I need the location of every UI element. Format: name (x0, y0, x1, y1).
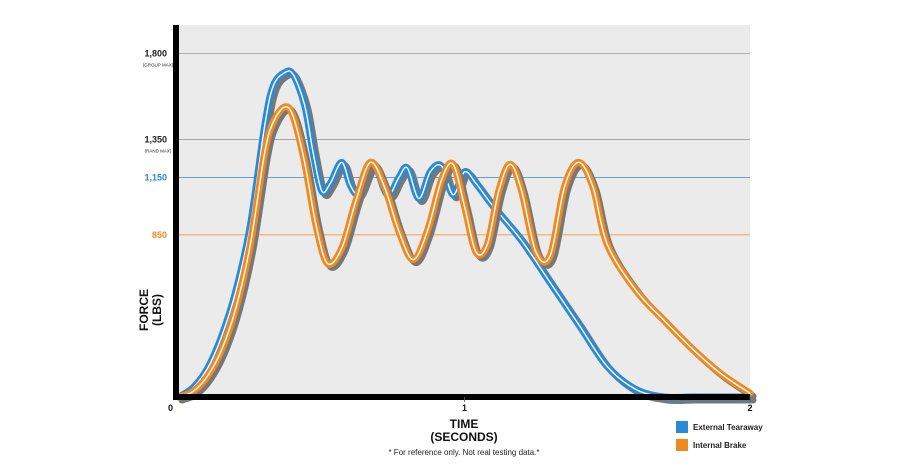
y-tick-label-1: 1,350 (144, 134, 167, 144)
y-tick-sublabel-0: (GROUP MAX) (143, 63, 174, 68)
legend-item-internal-brake: Internal Brake (676, 436, 763, 454)
x-tick-label-2: 2 (747, 403, 752, 413)
x-axis-label: TIME (SECONDS) (430, 417, 497, 444)
x-tick-label-0: 0 (168, 403, 173, 413)
x-tick-label-1: 1 (462, 403, 467, 413)
legend-swatch-external-tearaway (676, 421, 688, 433)
y-tick-label-2: 1,150 (144, 173, 167, 183)
y-tick-sublabel-1: (RAND MAX) (145, 148, 172, 153)
legend-label-external-tearaway: External Tearaway (693, 422, 763, 432)
series-layer (175, 67, 757, 405)
y-tick-labels: 1,800 (GROUP MAX) 1,350 (RAND MAX) 1,150 850 (143, 49, 174, 240)
footnote: * For reference only. Not real testing d… (388, 448, 539, 457)
legend-swatch-internal-brake (676, 439, 688, 451)
y-axis-label: FORCE(LBS) (137, 289, 164, 331)
x-tick-labels: 0 1 2 (168, 397, 753, 413)
legend-item-external-tearaway: External Tearaway (676, 418, 763, 436)
series-internal-brake (175, 103, 757, 404)
y-tick-label-0: 1,800 (144, 49, 167, 59)
legend: External Tearaway Internal Brake (676, 418, 763, 454)
legend-label-internal-brake: Internal Brake (693, 440, 747, 450)
y-tick-label-3: 850 (152, 230, 167, 240)
series-highlight-internal-brake (178, 106, 751, 398)
